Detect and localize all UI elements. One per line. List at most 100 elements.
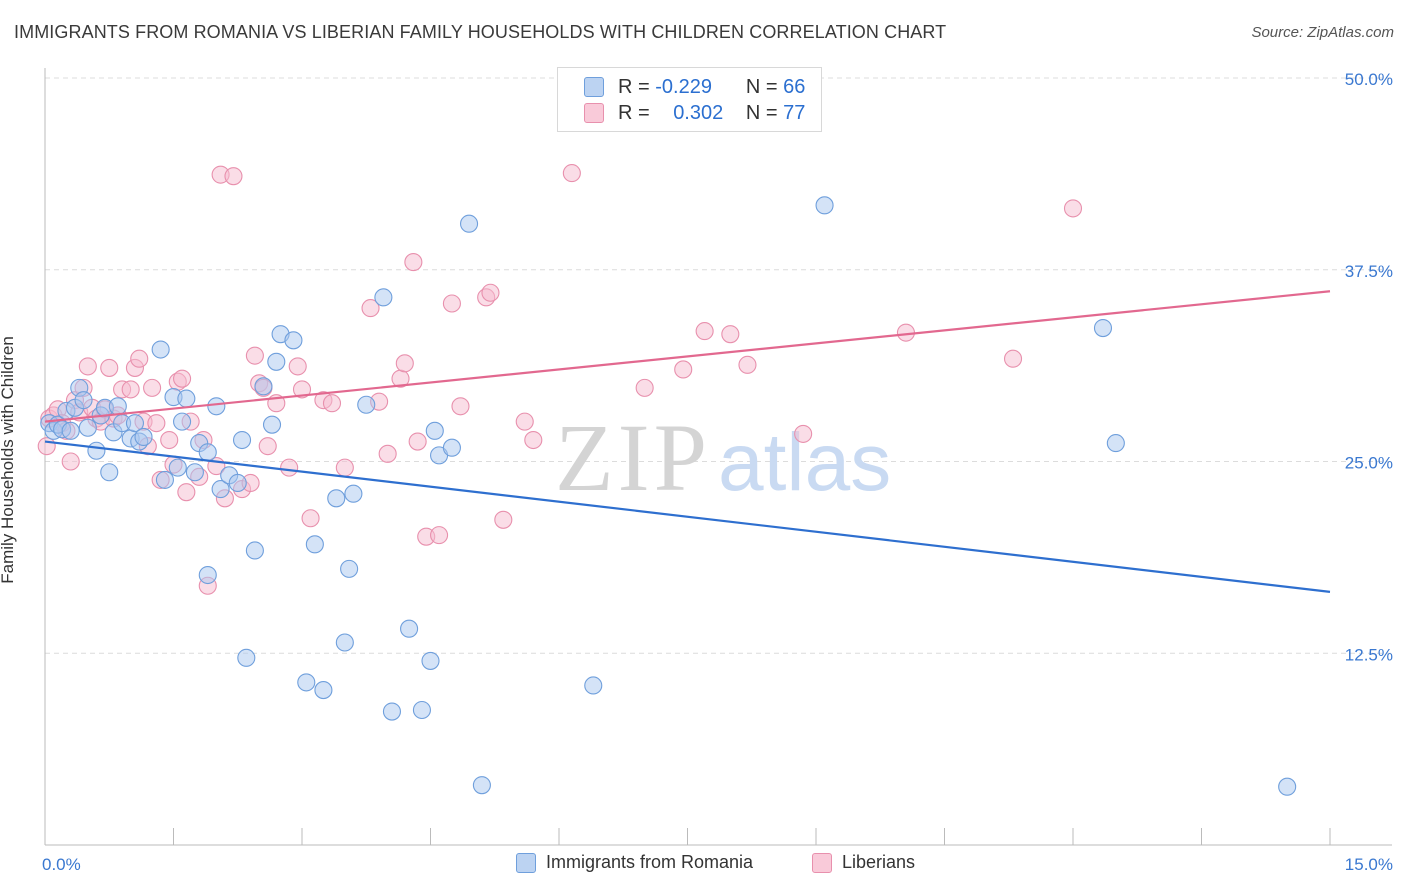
bottom-legend-label-liberian: Liberians	[842, 852, 916, 872]
point-romania	[262, 415, 282, 434]
legend-swatch-romania	[584, 77, 604, 97]
point-romania	[425, 421, 444, 440]
point-liberian	[1063, 199, 1083, 218]
point-romania	[173, 412, 192, 431]
point-romania	[245, 541, 264, 560]
y-tick-label: 37.5%	[1345, 262, 1393, 281]
legend-n-label: N =	[745, 75, 778, 98]
bottom-legend-swatch-romania	[516, 852, 536, 873]
bottom-legend-romania: Immigrants from Romania	[516, 852, 753, 873]
legend-r-label: R =	[618, 75, 650, 98]
point-romania	[100, 463, 119, 482]
bottom-legend-label-romania: Immigrants from Romania	[546, 852, 754, 872]
point-liberian	[177, 483, 196, 502]
bottom-legend-swatch-liberian	[812, 852, 832, 873]
x-tick-label-max: 15.0%	[1345, 855, 1393, 874]
point-romania	[74, 391, 93, 410]
liberian-points	[37, 164, 1083, 595]
x-tick-label-min: 0.0%	[42, 855, 81, 874]
point-romania	[125, 414, 144, 433]
legend-r-value: -0.229	[655, 75, 712, 98]
point-romania	[108, 397, 127, 416]
point-romania	[412, 700, 431, 720]
point-romania	[134, 427, 153, 447]
legend-swatch-liberian	[584, 103, 604, 123]
point-romania	[237, 648, 256, 667]
point-romania	[459, 214, 479, 233]
point-liberian	[61, 452, 80, 471]
point-liberian	[288, 357, 307, 376]
point-romania	[78, 418, 97, 437]
point-romania	[228, 473, 247, 493]
point-romania	[87, 441, 106, 460]
y-tick-label: 25.0%	[1345, 454, 1393, 473]
point-romania	[584, 676, 603, 695]
point-liberian	[301, 509, 320, 528]
point-liberian	[408, 432, 427, 451]
point-romania	[340, 559, 359, 578]
legend-n-value: 77	[783, 101, 806, 124]
point-romania	[472, 776, 491, 795]
point-liberian	[481, 283, 500, 302]
y-tick-label: 12.5%	[1345, 645, 1393, 664]
point-liberian	[794, 424, 813, 443]
point-romania	[442, 438, 461, 457]
point-romania	[284, 331, 303, 350]
point-liberian	[78, 357, 97, 376]
point-romania	[344, 484, 363, 503]
point-romania	[314, 681, 333, 700]
point-liberian	[280, 458, 299, 477]
legend-r-label: R =	[618, 101, 650, 124]
point-romania	[198, 443, 217, 462]
gridlines	[45, 77, 1392, 654]
correlation-legend: R = -0.229 N = 66 R = 0.302 N = 77	[557, 67, 822, 132]
point-romania	[421, 651, 440, 670]
watermark-zip: ZIP	[555, 404, 711, 511]
point-liberian	[258, 437, 277, 456]
point-romania	[207, 397, 226, 416]
point-liberian	[322, 394, 342, 413]
y-tick-label: 50.0%	[1345, 70, 1393, 89]
source-label: Source: ZipAtlas.com	[1251, 24, 1394, 41]
point-liberian	[442, 294, 461, 313]
point-romania	[177, 389, 196, 408]
point-romania	[155, 470, 174, 489]
point-liberian	[395, 354, 414, 373]
point-liberian	[494, 510, 513, 529]
point-romania	[211, 480, 230, 499]
trend-line-romania	[44, 440, 1331, 593]
romania-points	[40, 196, 1297, 796]
point-romania	[815, 196, 834, 215]
chart-title: IMMIGRANTS FROM ROMANIA VS LIBERIAN FAMI…	[14, 22, 947, 42]
point-liberian	[292, 380, 312, 399]
point-romania	[185, 463, 204, 482]
point-liberian	[245, 346, 264, 365]
trend-line-liberian	[44, 290, 1331, 423]
point-liberian	[1003, 349, 1023, 368]
point-liberian	[121, 380, 140, 399]
point-romania	[168, 458, 187, 477]
point-liberian	[695, 322, 714, 341]
point-liberian	[738, 355, 757, 374]
point-romania	[305, 535, 324, 554]
point-liberian	[130, 349, 149, 368]
point-romania	[232, 430, 252, 450]
point-liberian	[721, 325, 740, 344]
point-romania	[61, 421, 80, 440]
point-liberian	[147, 414, 166, 433]
point-romania	[400, 619, 419, 638]
point-liberian	[430, 526, 449, 545]
point-liberian	[515, 412, 534, 431]
point-liberian	[361, 299, 380, 318]
point-romania	[198, 565, 217, 585]
point-liberian	[37, 437, 56, 456]
point-liberian	[143, 378, 162, 397]
legend-r-value: 0.302	[673, 101, 724, 124]
point-romania	[1106, 434, 1125, 453]
point-romania	[254, 377, 273, 396]
point-liberian	[635, 378, 654, 397]
point-liberian	[378, 444, 397, 463]
point-liberian	[335, 458, 354, 477]
point-liberian	[524, 430, 543, 450]
